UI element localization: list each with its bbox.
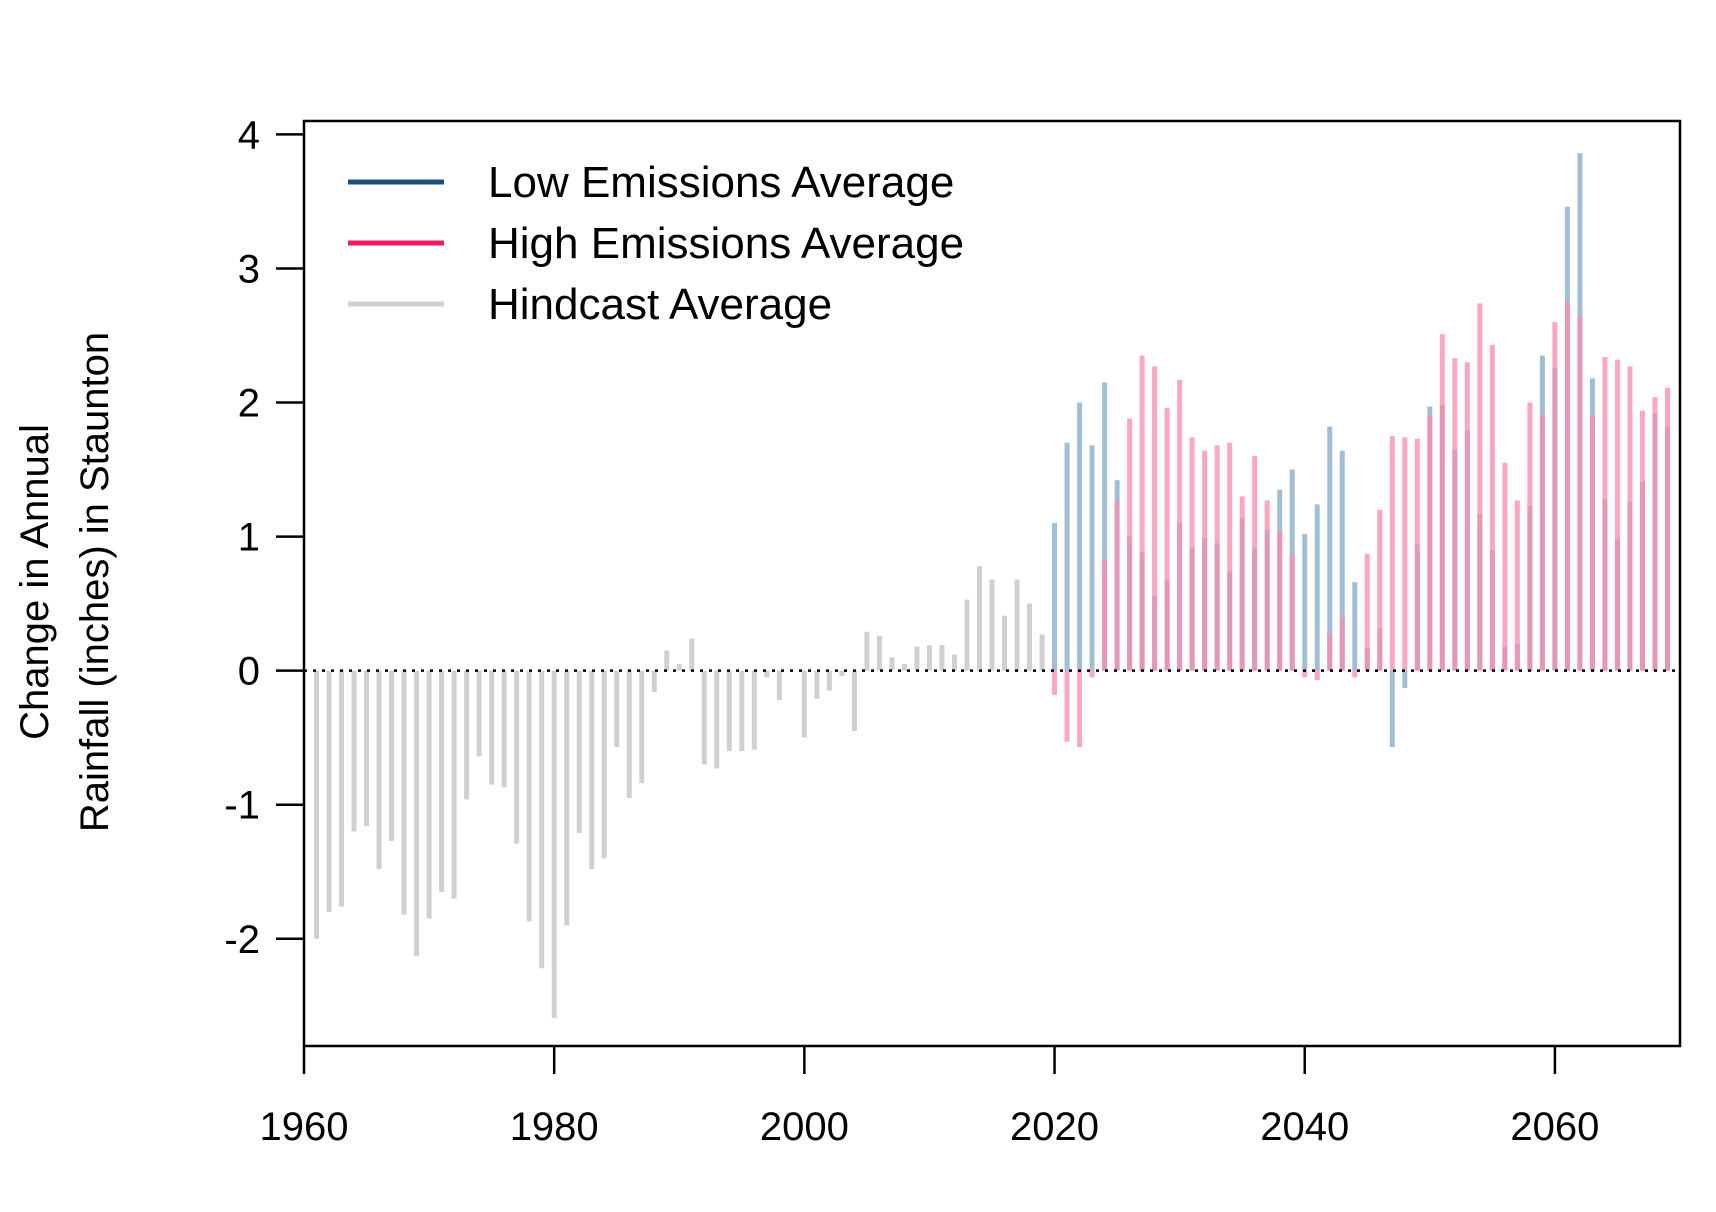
plot-frame xyxy=(302,119,1682,1048)
low-emissions-average-bars xyxy=(1052,153,1670,748)
x-tick-label: 2000 xyxy=(760,1105,849,1149)
y-axis-label: Change in Annual Rainfall (inches) in St… xyxy=(13,332,117,832)
x-tick-label: 1960 xyxy=(260,1105,349,1149)
x-tick-label: 1980 xyxy=(510,1105,599,1149)
y-tick-label: -2 xyxy=(224,918,260,962)
axes-layer: -2 -1 0 1 2 3 4 1960 1980 2000 2020 2040 2060 xyxy=(224,113,1599,1149)
y-tick-label: 4 xyxy=(238,113,260,157)
high-emissions-average-bars xyxy=(1052,301,1670,748)
legend-label-low-emissions-average: Low Emissions Average xyxy=(488,158,954,207)
x-tick-label: 2060 xyxy=(1510,1105,1599,1149)
y-axis-label-line-1: Change in Annual xyxy=(13,424,57,740)
legend-label-hindcast-average: Hindcast Average xyxy=(488,280,832,329)
x-tick-label: 2040 xyxy=(1260,1105,1349,1149)
y-tick-label: 1 xyxy=(238,516,260,560)
legend-label-high-emissions-average: High Emissions Average xyxy=(488,219,964,268)
hindcast-average-bars xyxy=(314,566,1045,1018)
y-tick-label: 3 xyxy=(238,247,260,291)
legend: Low Emissions Average High Emissions Aver… xyxy=(348,158,964,329)
y-tick-label: -1 xyxy=(224,784,260,828)
y-axis-label-line-2: Rainfall (inches) in Staunton xyxy=(73,332,117,832)
y-tick-label: 2 xyxy=(238,382,260,426)
y-tick-label: 0 xyxy=(238,650,260,694)
x-tick-label: 2020 xyxy=(1010,1105,1099,1149)
bars-layer xyxy=(314,153,1670,1018)
